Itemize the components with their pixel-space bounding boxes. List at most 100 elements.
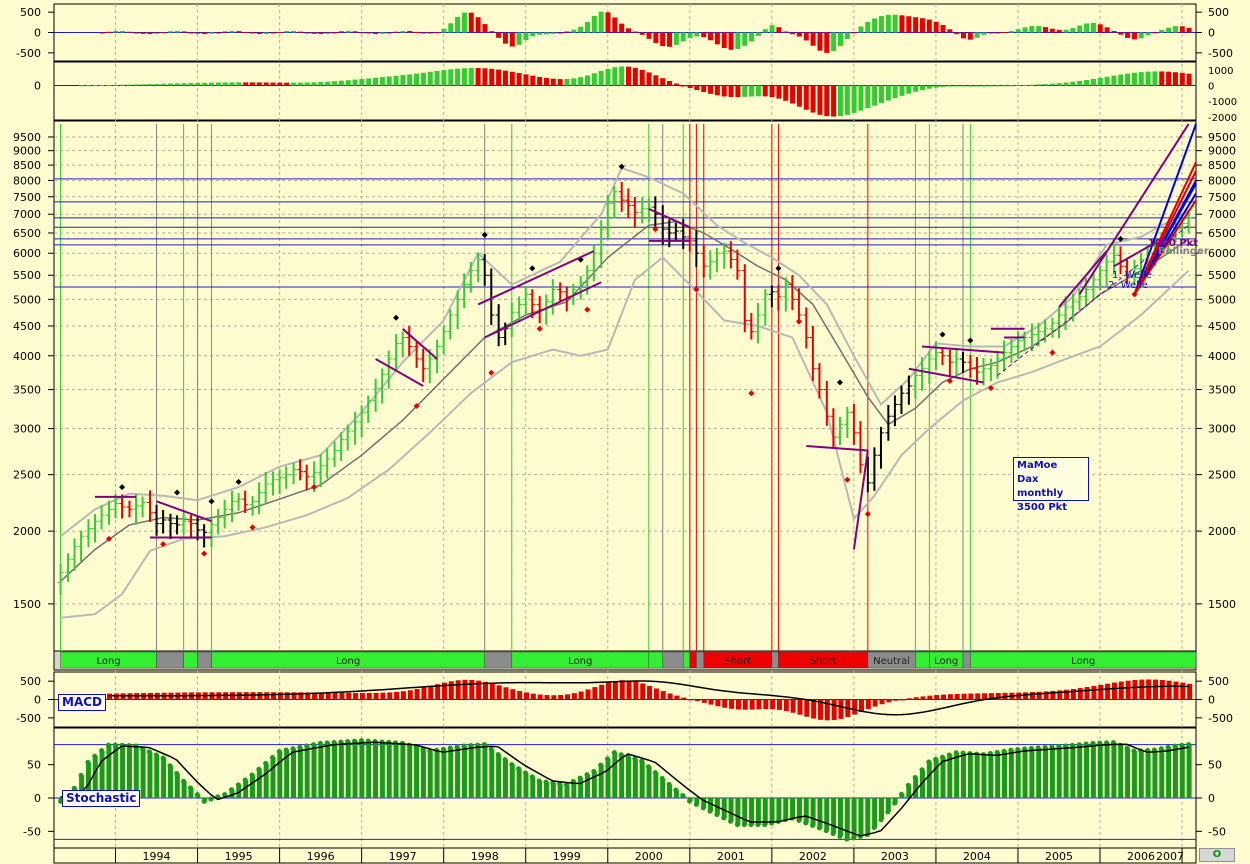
macd-bar (1146, 679, 1152, 700)
hist-upper-bar (338, 31, 344, 33)
stoch-bar (769, 798, 775, 824)
hist-lower-bar (393, 75, 399, 86)
hist-upper-bar (824, 32, 830, 53)
hist-lower-bar (639, 69, 645, 86)
stoch-bar (427, 751, 433, 798)
hist-upper-bar (667, 32, 673, 47)
hist-lower-bar (496, 69, 502, 86)
hist-lower-bar (270, 82, 276, 86)
stoch-bar (571, 781, 577, 798)
hist-upper-bar (345, 30, 351, 33)
stoch-bar (393, 742, 399, 798)
tick-year-2000: 2000 (635, 850, 663, 863)
macd-bar (264, 692, 270, 700)
tick-price-right: 2500 (1208, 469, 1236, 482)
macd-bar (565, 694, 571, 700)
stoch-bar (325, 742, 331, 798)
signal-band-neutral (771, 651, 779, 669)
hist-upper-bar (1131, 32, 1137, 40)
hist-lower-bar (407, 74, 413, 86)
hist-lower-bar (1008, 85, 1014, 87)
macd-bar (1091, 685, 1097, 700)
tick-stoch-right: 50 (1208, 759, 1222, 772)
hist-lower-bar (1125, 73, 1131, 86)
hist-upper-bar (632, 31, 638, 33)
hist-upper-bar (311, 32, 317, 34)
hist-upper-bar (1172, 26, 1178, 33)
stoch-dot (933, 756, 939, 762)
hist-lower-bar (1186, 73, 1192, 86)
macd-bar (366, 692, 372, 700)
stoch-bar (530, 776, 536, 798)
fan-line (1133, 199, 1197, 295)
macd-bar (961, 693, 967, 700)
hist-lower-bar (742, 85, 748, 97)
stoch-bar (557, 783, 563, 798)
swing-marker (208, 498, 215, 505)
stoch-bar (701, 798, 707, 808)
stoch-dot (1179, 742, 1185, 748)
tick-hist2-right: 1000 (1208, 66, 1233, 77)
hist-upper-bar (1152, 32, 1158, 34)
hist-lower-bar (174, 83, 180, 86)
price-bars (57, 163, 1192, 595)
hist-lower-bar (154, 83, 160, 86)
hist-upper-bar (1118, 32, 1124, 35)
hist-upper-bar (167, 31, 173, 33)
tick-hist2-right: -1000 (1208, 97, 1237, 108)
hist-lower-bar (202, 82, 208, 86)
stoch-dot (646, 764, 652, 770)
stoch-bar (1015, 749, 1021, 798)
stoch-dot (1165, 744, 1171, 750)
stoch-dot (352, 738, 358, 744)
hist-lower-bar (1104, 76, 1110, 86)
hist-upper-bar (660, 32, 666, 47)
stoch-dot (577, 775, 583, 781)
hist-lower-bar (967, 85, 973, 87)
macd-bar (968, 693, 974, 700)
hist-lower-bar (359, 79, 365, 86)
hist-lower-bar (1036, 84, 1042, 86)
stoch-bar (639, 761, 645, 798)
stoch-bar (106, 745, 112, 798)
stoch-bar (933, 759, 939, 798)
hist-lower-bar (1138, 72, 1144, 86)
hist-upper-bar (639, 32, 645, 35)
tick-price-right: 5500 (1208, 269, 1236, 282)
hist-upper-bar (796, 32, 802, 37)
tick-hist1-left: -500 (16, 47, 41, 60)
stoch-bar (338, 742, 344, 798)
status-indicator-button[interactable]: O (1199, 848, 1235, 862)
stoch-bar (995, 752, 1001, 798)
macd-bar (380, 692, 386, 700)
stoch-bar (605, 758, 611, 798)
stoch-bar (249, 775, 255, 798)
macd-bar (599, 684, 605, 700)
stoch-dot (516, 766, 522, 772)
trendline (908, 367, 984, 384)
stoch-bar (878, 798, 884, 820)
stoch-dot (892, 800, 898, 806)
tick-price-right: 9500 (1208, 131, 1236, 144)
macd-bar (517, 690, 523, 700)
macd-bar (284, 692, 290, 700)
signal-band-neutral (197, 651, 212, 669)
stoch-bar (99, 750, 105, 798)
hist-lower-bar (1015, 85, 1021, 87)
hist-lower-bar (1118, 74, 1124, 86)
swing-marker (249, 524, 256, 531)
macd-bar (1098, 684, 1104, 700)
hist-upper-bar (933, 21, 939, 33)
macd-bar (995, 692, 1001, 700)
stoch-bar (872, 798, 878, 828)
stoch-dot (242, 777, 248, 783)
hist-upper-bar (359, 32, 365, 34)
trendline (1113, 242, 1156, 268)
hist-upper-bar (400, 30, 406, 33)
hist-upper-bar (714, 32, 720, 45)
hist-lower-bar (537, 76, 543, 86)
stoch-bar (1022, 749, 1028, 798)
hist-upper-bar (256, 32, 262, 35)
stoch-bar (1056, 746, 1062, 798)
